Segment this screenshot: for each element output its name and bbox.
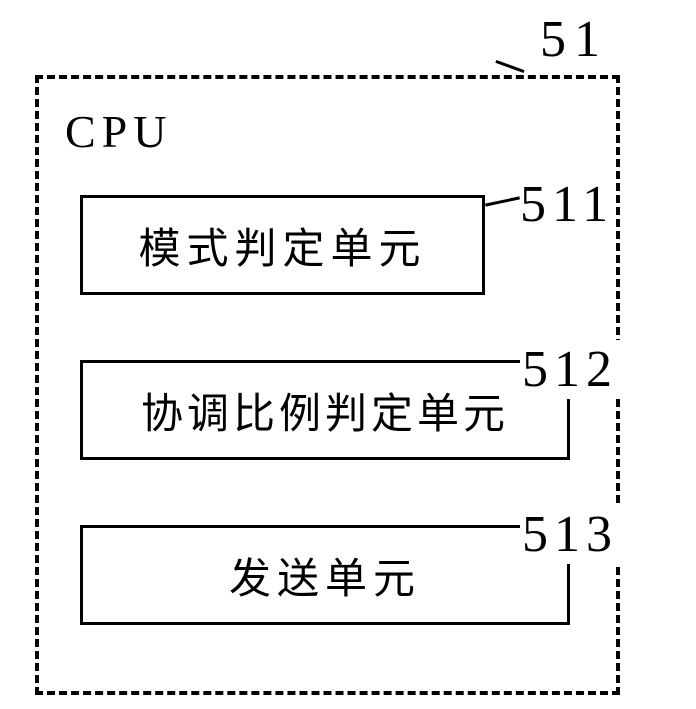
unit-box-send: 发送单元 <box>80 525 570 625</box>
unit-text-mode: 模式判定单元 <box>138 215 426 276</box>
cpu-title: CPU <box>65 105 172 158</box>
unit-label-513: 513 <box>520 505 620 564</box>
container-outer-label: 51 <box>540 10 608 69</box>
unit-label-511: 511 <box>520 175 614 234</box>
unit-box-ratio: 协调比例判定单元 <box>80 360 570 460</box>
outer-label-leader <box>495 60 524 73</box>
unit-text-ratio: 协调比例判定单元 <box>141 380 509 441</box>
unit-box-mode: 模式判定单元 <box>80 195 485 295</box>
unit-text-send: 发送单元 <box>229 545 421 606</box>
unit-label-512: 512 <box>520 340 620 399</box>
